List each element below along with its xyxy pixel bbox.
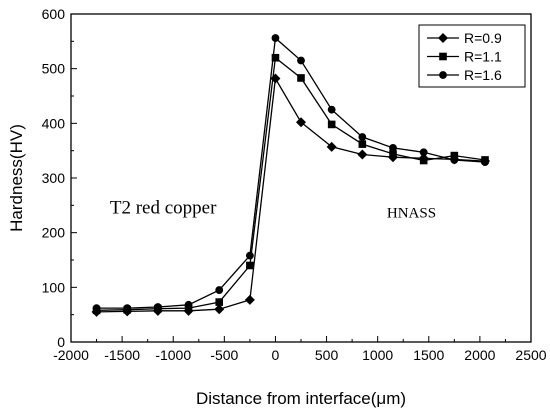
annotations: T2 red copper HNASS [110, 198, 436, 222]
series-line [96, 56, 486, 311]
x-tick-label: -1500 [104, 347, 140, 363]
series-layer [91, 34, 490, 317]
axis-tick-labels: -2000 -1500 -1000 -500 0 500 1000 1500 2000 2500 0… [42, 6, 547, 363]
data-point [246, 261, 254, 270]
x-tick-label: 0 [272, 347, 280, 363]
data-point [215, 298, 224, 306]
data-point [245, 251, 254, 260]
data-point [419, 148, 428, 157]
x-tick-label: 1000 [362, 347, 393, 363]
legend-item: R=0.9 [427, 30, 502, 46]
x-tick-label: 500 [315, 347, 339, 363]
data-point [153, 303, 162, 311]
x-tick-label: 1500 [413, 347, 444, 363]
data-point [450, 156, 459, 164]
y-tick-label: 600 [42, 6, 66, 22]
y-tick-label: 500 [42, 61, 66, 77]
data-point [358, 140, 367, 148]
data-point [297, 74, 305, 82]
axis-ticks [70, 13, 532, 343]
data-point [297, 56, 305, 65]
data-point [389, 144, 397, 152]
x-tick-label: 2500 [515, 347, 546, 363]
data-point [244, 294, 255, 305]
annotation-label: T2 red copper [110, 198, 217, 219]
legend-marker [438, 33, 448, 43]
series-line [96, 36, 486, 309]
y-tick-label: 300 [42, 170, 66, 186]
y-tick-label: 200 [42, 225, 66, 241]
legend-label: R=0.9 [464, 30, 502, 46]
data-point [450, 151, 459, 160]
x-tick-label: -1000 [155, 347, 191, 363]
data-point [296, 117, 306, 128]
annotation-label: HNASS [387, 205, 436, 221]
y-axis-title: Hardness(HV) [7, 124, 26, 232]
data-point [184, 300, 193, 309]
legend-item: R=1.1 [427, 49, 502, 65]
data-point [271, 34, 280, 42]
series-square [92, 53, 489, 315]
data-point [326, 141, 337, 152]
data-point [389, 150, 397, 158]
data-point [327, 120, 336, 129]
data-point [481, 158, 489, 167]
legend-marker [439, 52, 447, 61]
x-tick-label: -2000 [53, 347, 89, 363]
data-point [357, 149, 368, 160]
x-axis-title: Distance from interface(μm) [196, 389, 406, 408]
legend-marker [439, 71, 447, 79]
data-point [123, 304, 132, 313]
series-circle [92, 34, 489, 313]
y-tick-label: 100 [42, 279, 66, 295]
data-point [271, 53, 280, 62]
legend-label: R=1.1 [464, 49, 502, 65]
data-point [358, 133, 367, 141]
data-point [92, 304, 101, 313]
legend: R=0.9 R=1.1 R=1.6 [418, 24, 526, 88]
x-tick-label: -500 [210, 347, 238, 363]
data-point [419, 156, 428, 165]
data-point [215, 286, 224, 294]
legend-item: R=1.6 [427, 67, 502, 83]
series-diamond [91, 73, 490, 317]
y-tick-label: 0 [57, 334, 65, 350]
x-tick-label: 2000 [464, 347, 495, 363]
y-tick-label: 400 [42, 115, 66, 131]
legend-label: R=1.6 [464, 67, 502, 83]
data-point [214, 304, 225, 315]
data-point [327, 105, 336, 114]
series-line [96, 76, 486, 313]
